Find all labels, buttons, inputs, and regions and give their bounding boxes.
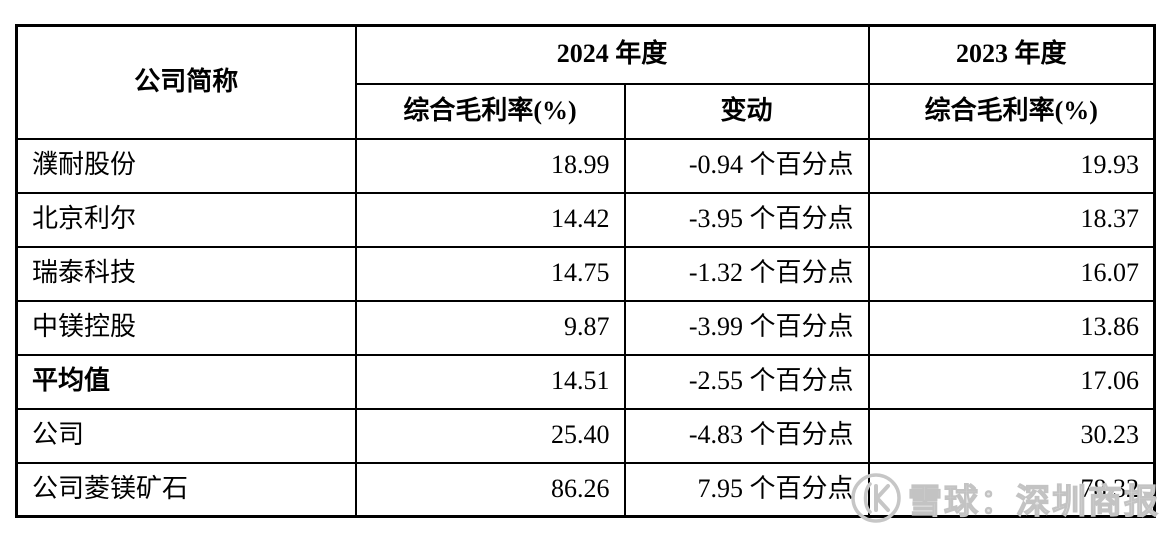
header-year-2024: 2024 年度: [354, 24, 870, 85]
header-change: 变动: [623, 82, 870, 140]
gm-2024-value: 25.40: [354, 407, 626, 464]
change-value: 7.95 个百分点: [623, 461, 870, 518]
table-row: 公司菱镁矿石 86.26 7.95 个百分点 78.32: [15, 461, 1156, 518]
table-header: 公司简称 2024 年度 2023 年度 综合毛利率(%) 变动 综合毛利率(%…: [15, 24, 1156, 140]
change-value: -4.83 个百分点: [623, 407, 870, 464]
gm-2023-value: 78.32: [867, 461, 1156, 518]
table-row: 瑞泰科技 14.75 -1.32 个百分点 16.07: [15, 245, 1156, 302]
company-name: 瑞泰科技: [15, 245, 357, 302]
company-name: 北京利尔: [15, 191, 357, 248]
gm-2023-value: 18.37: [867, 191, 1156, 248]
header-gross-margin-2024: 综合毛利率(%): [354, 82, 626, 140]
header-year-2023: 2023 年度: [867, 24, 1156, 85]
gm-2024-value: 86.26: [354, 461, 626, 518]
gm-2023-value: 13.86: [867, 299, 1156, 356]
change-value: -3.95 个百分点: [623, 191, 870, 248]
gm-2023-value: 16.07: [867, 245, 1156, 302]
table-row-average: 平均值 14.51 -2.55 个百分点 17.06: [15, 353, 1156, 410]
gm-2024-value: 9.87: [354, 299, 626, 356]
gm-2023-value: 19.93: [867, 137, 1156, 194]
company-name: 平均值: [15, 353, 357, 410]
gross-margin-comparison-table: 公司简称 2024 年度 2023 年度 综合毛利率(%) 变动 综合毛利率(%…: [15, 24, 1157, 518]
gm-2024-value: 14.75: [354, 245, 626, 302]
table-row: 公司 25.40 -4.83 个百分点 30.23: [15, 407, 1156, 464]
table-row: 濮耐股份 18.99 -0.94 个百分点 19.93: [15, 137, 1156, 194]
header-company: 公司简称: [15, 24, 357, 140]
change-value: -2.55 个百分点: [623, 353, 870, 410]
change-value: -0.94 个百分点: [623, 137, 870, 194]
gm-2023-value: 17.06: [867, 353, 1156, 410]
company-name: 公司: [15, 407, 357, 464]
change-value: -3.99 个百分点: [623, 299, 870, 356]
table-row: 北京利尔 14.42 -3.95 个百分点 18.37: [15, 191, 1156, 248]
company-name: 公司菱镁矿石: [15, 461, 357, 518]
company-name: 濮耐股份: [15, 137, 357, 194]
gm-2024-value: 18.99: [354, 137, 626, 194]
gm-2024-value: 14.42: [354, 191, 626, 248]
gm-2024-value: 14.51: [354, 353, 626, 410]
change-value: -1.32 个百分点: [623, 245, 870, 302]
table-row: 中镁控股 9.87 -3.99 个百分点 13.86: [15, 299, 1156, 356]
company-name: 中镁控股: [15, 299, 357, 356]
header-gross-margin-2023: 综合毛利率(%): [867, 82, 1156, 140]
gm-2023-value: 30.23: [867, 407, 1156, 464]
